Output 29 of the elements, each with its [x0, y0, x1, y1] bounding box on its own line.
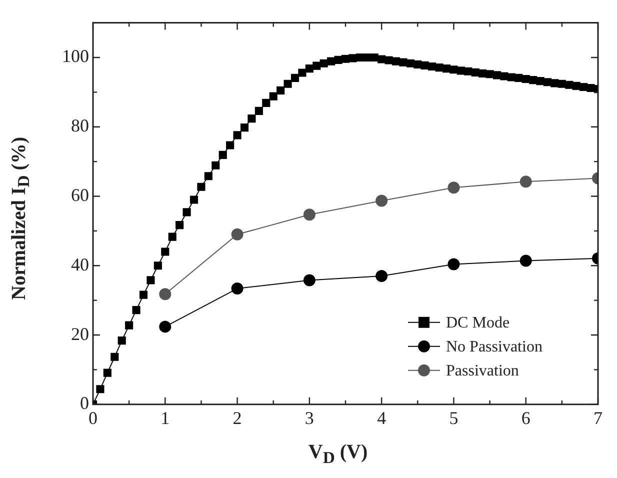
legend-label: No Passivation	[446, 338, 542, 356]
y-tick-label: 20	[71, 324, 89, 344]
y-tick-label: 100	[62, 46, 89, 66]
x-tick-label: 6	[521, 408, 530, 428]
point	[231, 282, 244, 295]
y-tick-label: 40	[71, 254, 89, 274]
point	[376, 194, 388, 207]
x-tick-label: 1	[160, 408, 170, 428]
point	[303, 208, 316, 221]
y-tick-label: 0	[80, 393, 89, 414]
point	[159, 320, 172, 333]
x-axis-title: V$_{D}$ (V)	[307, 441, 369, 468]
point	[448, 258, 460, 270]
x-tick-label: 4	[377, 408, 386, 428]
x-tick-label: 5	[449, 408, 458, 428]
point	[231, 228, 244, 240]
x-tick-label: 2	[232, 408, 242, 428]
x-tick-label: 3	[304, 408, 314, 428]
legend-label: DC Mode	[446, 314, 510, 332]
y-tick-label: 60	[71, 184, 89, 205]
point	[303, 274, 316, 286]
point	[448, 182, 460, 194]
point	[520, 176, 532, 188]
point	[520, 254, 532, 267]
point	[159, 288, 172, 300]
legend-label: Passivation	[446, 362, 519, 380]
point	[376, 270, 388, 282]
y-tick-label: 80	[71, 116, 89, 136]
x-tick-label: 7	[594, 408, 602, 428]
